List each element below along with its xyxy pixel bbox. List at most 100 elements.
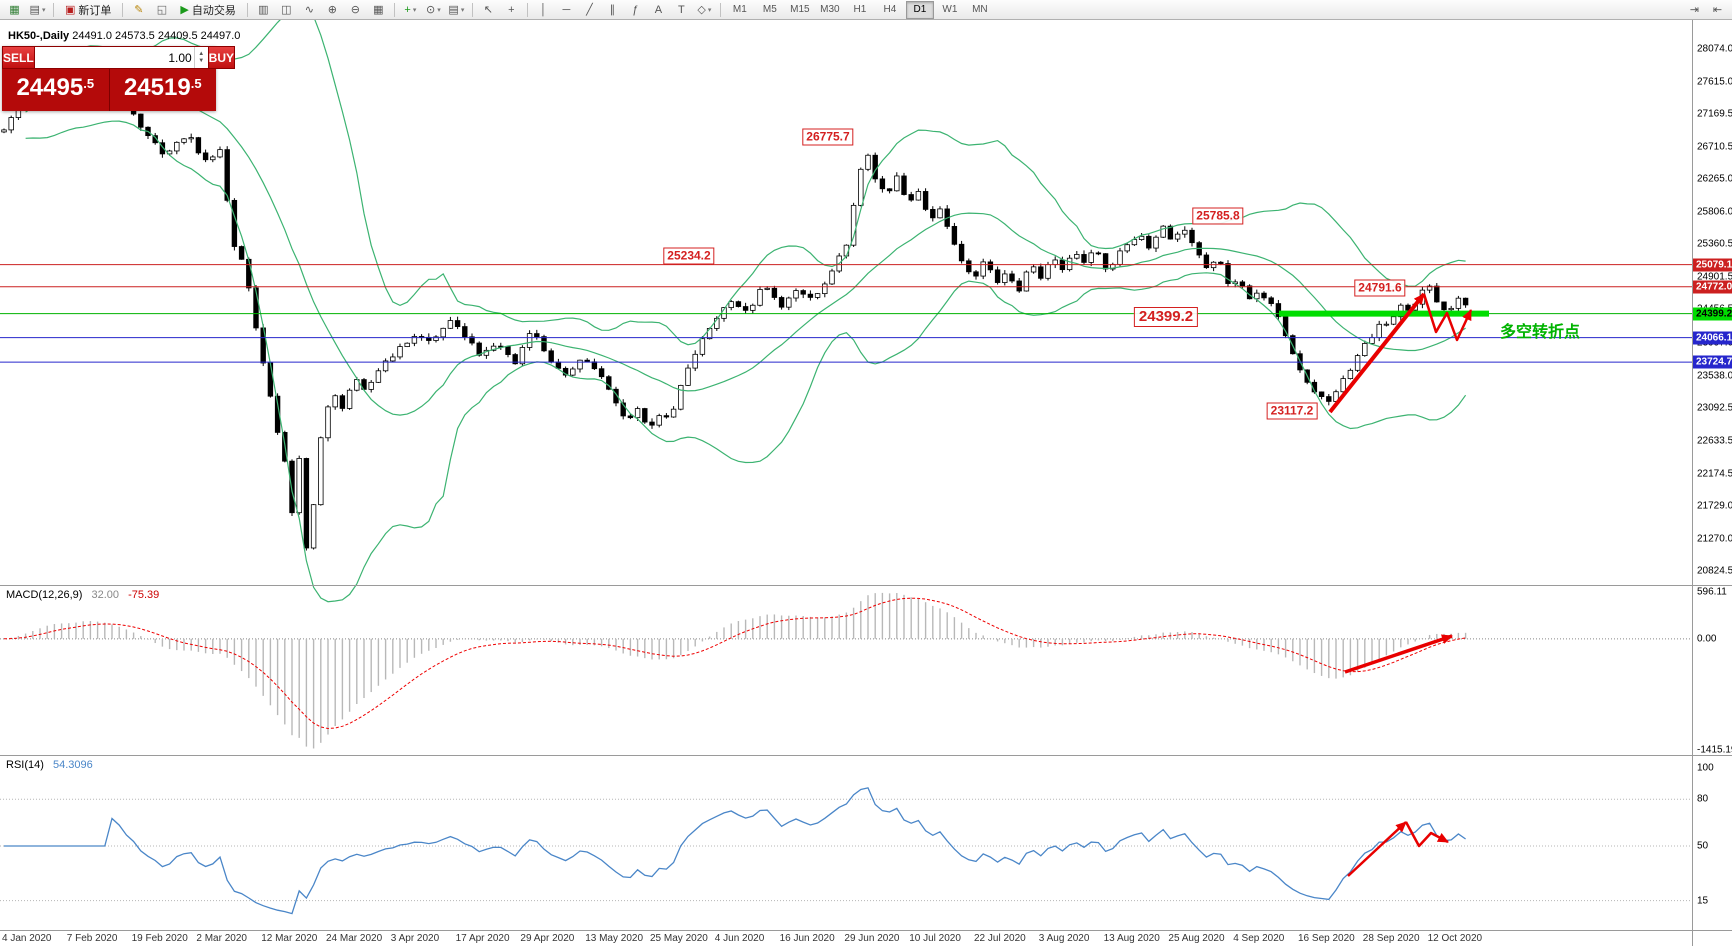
macd-main-value: 32.00: [91, 589, 120, 601]
price-annotation: 25785.8: [1192, 207, 1244, 225]
rsi-value: 54.3096: [52, 759, 93, 771]
templates-icon-caret[interactable]: ▾: [460, 6, 465, 14]
date-axis-label: 22 Jul 2020: [974, 933, 1026, 944]
timeframe-m5-button[interactable]: M5: [762, 4, 777, 15]
price-level-tag: 24066.1: [1693, 331, 1732, 345]
rsi-axis-label: 50: [1697, 840, 1709, 852]
text-icon[interactable]: A: [648, 0, 669, 19]
zoom-in-icon[interactable]: ⊕: [322, 0, 343, 19]
volume-box: ▲ ▼: [34, 46, 208, 69]
timeframe-m15-button[interactable]: M15: [790, 4, 810, 15]
cursor-icon[interactable]: ↖: [478, 0, 499, 19]
price-annotation: 24791.6: [1354, 279, 1406, 297]
indicators-icon-caret[interactable]: ▾: [412, 6, 417, 14]
tile-windows-icon-glyph: ▦: [373, 4, 384, 16]
toolbar-separator: [471, 2, 473, 17]
price-axis-label: 21270.0: [1697, 533, 1732, 545]
price-axis-label: 24901.5: [1697, 271, 1732, 283]
date-axis-label: 10 Jul 2020: [909, 933, 961, 944]
timeframe-w1-button[interactable]: W1: [942, 4, 958, 15]
fibonacci-icon-glyph: ƒ: [632, 3, 639, 16]
tile-windows-icon[interactable]: ▦: [368, 0, 389, 19]
shapes-icon[interactable]: ◇ ▾: [694, 0, 715, 19]
crosshair-icon-glyph: +: [508, 3, 515, 16]
data-window-icon[interactable]: ◱: [151, 0, 172, 19]
price-axis-label: 23092.5: [1697, 402, 1732, 414]
horizontal-line-icon[interactable]: ─: [556, 0, 577, 19]
timeframe-h1-button[interactable]: H1: [853, 4, 867, 15]
shapes-icon-caret[interactable]: ▾: [707, 6, 712, 14]
symbol-period-label: HK50-,Daily: [8, 30, 70, 42]
fibonacci-icon[interactable]: ƒ: [625, 0, 646, 19]
price-axis-label: 26265.0: [1697, 173, 1732, 185]
toolbar-separator: [526, 2, 528, 17]
line-chart-type-icon-glyph: ∿: [304, 4, 314, 16]
sell-button[interactable]: SELL: [2, 46, 35, 69]
line-chart-type-icon[interactable]: ∿: [299, 0, 320, 19]
date-axis-label: 16 Jun 2020: [779, 933, 835, 944]
volume-input[interactable]: [34, 47, 194, 68]
panel-splitter-macd[interactable]: [0, 585, 1732, 586]
toolbar-separator: [393, 2, 395, 17]
text-label-icon[interactable]: T: [671, 0, 692, 19]
price-annotation: 26775.7: [802, 128, 854, 146]
ohlc-values: 24491.0 24573.5 24409.5 24497.0: [72, 30, 241, 42]
vertical-line-icon[interactable]: │: [533, 0, 554, 19]
horizontal-line-objects: [0, 264, 1692, 363]
trendline-icon[interactable]: ╱: [579, 0, 600, 19]
bar-chart-type-icon[interactable]: ▥: [253, 0, 274, 19]
templates-icon-glyph: ▤: [448, 4, 459, 16]
date-axis-label: 25 May 2020: [650, 933, 708, 944]
toolbar-separator: [122, 2, 124, 17]
timeframe-h4-button[interactable]: H4: [883, 4, 897, 15]
chart-scroll-icon[interactable]: ⇥: [1684, 0, 1705, 19]
rsi-indicator: [0, 787, 1692, 915]
buy-price-frac: .5: [190, 76, 202, 91]
timeframe-m1-button[interactable]: M1: [732, 4, 747, 15]
date-axis-label: 4 Jun 2020: [714, 933, 765, 944]
periods-icon[interactable]: ⊙ ▾: [423, 0, 444, 19]
candlestick-chart-type-icon[interactable]: ◫: [276, 0, 297, 19]
date-axis-label: 4 Jan 2020: [2, 933, 52, 944]
sell-price-main: 24495: [16, 74, 84, 101]
candlestick-chart-type-icon-glyph: ◫: [281, 4, 292, 16]
panel-splitter-rsi[interactable]: [0, 755, 1732, 756]
profiles-icon[interactable]: ▤ ▾: [27, 0, 48, 19]
toolbar: ▦ ▤ ▾ ▣ 新订单 ✎ ◱ ▶ 自动交易 ▥ ◫ ∿ ⊕ ⊖ ▦ + ▾ ⊙ ▾ ▤ ▾ ↖ + │ ─ ╱ ∥ ƒ A T ◇ ▾ M1 M…: [0, 0, 1732, 20]
new-chart-icon[interactable]: ▦: [4, 0, 25, 19]
autotrading-button[interactable]: ▶ 自动交易: [174, 0, 241, 19]
new-chart-icon-glyph: ▦: [9, 4, 20, 16]
buy-price[interactable]: 24519 .5: [110, 69, 217, 111]
date-axis-label: 4 Sep 2020: [1233, 933, 1285, 944]
indicators-icon[interactable]: + ▾: [400, 0, 421, 19]
crosshair-icon[interactable]: +: [501, 0, 522, 19]
new-order-button[interactable]: ▣ 新订单: [59, 0, 117, 19]
buy-button[interactable]: BUY: [207, 46, 236, 69]
indicators-icon-glyph: +: [404, 3, 411, 16]
timeframe-d1-button[interactable]: D1: [905, 0, 934, 19]
date-axis-label: 3 Apr 2020: [390, 933, 440, 944]
date-axis-label: 17 Apr 2020: [455, 933, 510, 944]
sell-price-frac: .5: [83, 76, 95, 91]
profiles-icon-caret[interactable]: ▾: [41, 6, 46, 14]
timeframe-m30-button[interactable]: M30: [820, 4, 840, 15]
metaeditor-icon[interactable]: ✎: [128, 0, 149, 19]
price-axis-label: 21729.0: [1697, 500, 1732, 512]
timeframe-mn-button[interactable]: MN: [972, 4, 988, 15]
periods-icon-caret[interactable]: ▾: [437, 6, 441, 14]
equidistant-channel-icon[interactable]: ∥: [602, 0, 623, 19]
toolbar-separator: [53, 2, 54, 17]
price-axis-label: 20824.5: [1697, 565, 1732, 577]
volume-spinner: ▲ ▼: [193, 47, 208, 68]
sell-price[interactable]: 24495 .5: [2, 69, 110, 111]
templates-icon[interactable]: ▤ ▾: [446, 0, 467, 19]
bollinger-bands: [25, 5, 1467, 603]
volume-down-arrow-icon[interactable]: ▼: [198, 58, 205, 64]
chart-shift-icon[interactable]: ⇤: [1707, 0, 1728, 19]
price-axis-label: 27169.5: [1697, 108, 1732, 120]
price-annotation: 25234.2: [663, 247, 715, 265]
price-level-tag: 24399.2: [1693, 307, 1732, 321]
zoom-out-icon[interactable]: ⊖: [345, 0, 366, 19]
price-axis-border: [1692, 20, 1693, 946]
volume-up-arrow-icon[interactable]: ▲: [198, 51, 205, 57]
